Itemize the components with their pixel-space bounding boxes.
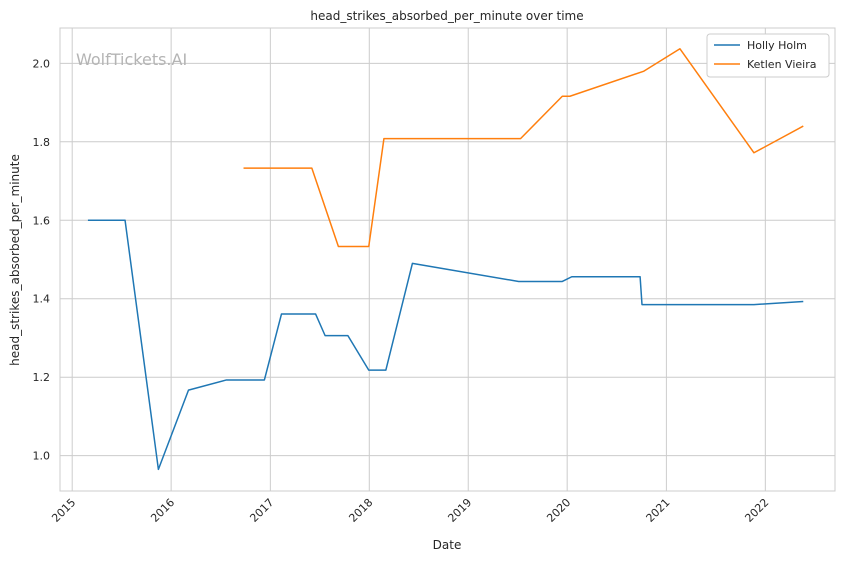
- y-tick-labels: 1.0 1.2 1.4 1.6 1.8 2.0: [33, 57, 51, 462]
- y-tick-label: 1.6: [33, 214, 51, 227]
- series-lines: [87, 48, 804, 471]
- y-tick-label: 2.0: [33, 57, 51, 70]
- chart-title: head_strikes_absorbed_per_minute over ti…: [310, 9, 583, 23]
- watermark: WolfTickets.AI: [76, 50, 187, 69]
- y-tick-label: 1.0: [33, 450, 51, 463]
- series-line-holly-holm: [87, 219, 804, 471]
- x-axis-label: Date: [433, 538, 462, 552]
- legend-label-ketlen-vieira: Ketlen Vieira: [747, 58, 816, 71]
- plot-frame: [59, 27, 836, 492]
- y-tick-label: 1.2: [33, 371, 51, 384]
- legend-label-holly-holm: Holly Holm: [747, 39, 807, 52]
- y-axis-label: head_strikes_absorbed_per_minute: [8, 154, 22, 366]
- grid: [60, 28, 835, 491]
- y-tick-label: 1.4: [33, 293, 51, 306]
- series-line-ketlen-vieira: [243, 48, 804, 248]
- legend: Holly Holm Ketlen Vieira: [706, 33, 830, 78]
- y-tick-label: 1.8: [33, 136, 51, 149]
